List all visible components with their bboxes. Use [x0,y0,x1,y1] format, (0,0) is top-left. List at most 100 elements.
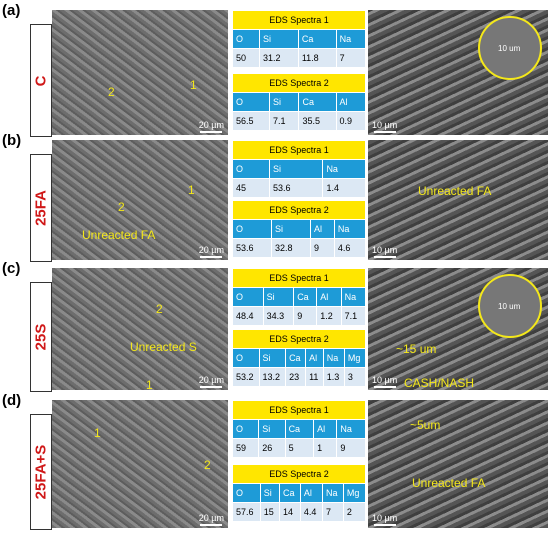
element: Mg [342,483,367,503]
sem-image: 10 um 10 µm [368,10,548,135]
element: O [232,348,260,368]
element: Ca [284,419,315,439]
title-row: EDS Spectra 2 [232,72,366,93]
header-row: O Si Na [231,159,366,179]
element: Al [313,419,338,439]
panel-label: (a) [2,2,21,19]
element: Al [335,91,367,112]
value: 1.2 [316,306,342,326]
element: Al [299,483,323,503]
value: 53.2 [232,367,260,387]
panel-label: (d) [2,392,22,409]
inset: 10 um [478,274,542,338]
panel-label: (b) [2,132,22,149]
value: 53.6 [269,178,324,198]
element: O [231,159,271,179]
scale-line [373,524,396,526]
eds-table: EDS Spectra 2 O Si Ca Al 56.5 7.1 35.5 0.9 [231,72,367,131]
value-row: 45 53.6 1.4 [231,178,366,198]
value: 2 [342,502,367,522]
header-row: O Si Ca Al [231,91,367,112]
value: 34.3 [262,306,295,326]
header-row: O Si Ca Al Na [232,287,367,307]
element: O [231,219,273,239]
element: O [232,483,261,503]
annotation: Unreacted FA [412,476,486,490]
value: 7.1 [340,306,367,326]
value: 13.2 [258,367,287,387]
eds-table: EDS Spectra 1 O Si Ca Na 50 31.2 11.8 7 [232,10,367,68]
eds-table: EDS Spectra 1 O Si Ca Al Na 48.4 34.3 9 1.2 7.1 [232,268,367,326]
annotation: Unreacted FA [418,184,492,198]
title-row: EDS Spectra 2 [232,464,366,484]
element: Si [262,287,295,307]
value: 53.6 [231,238,273,258]
annotation: 1 [190,78,197,92]
sample-label-box: 25FA [30,154,52,262]
sample-label: 25FA+S [32,444,50,500]
value: 0.9 [335,110,367,131]
value: 26 [258,438,286,458]
scale-bar: 10 µm [372,375,397,388]
value: 35.5 [298,110,337,131]
element: Ca [293,287,318,307]
annotation: 1 [146,378,153,390]
value: 32.8 [271,238,312,258]
element: Na [321,483,344,503]
element: Si [259,483,280,503]
element: Al [316,287,342,307]
element: Si [269,91,300,112]
annotation: 2 [156,302,163,316]
value: 9 [336,438,366,458]
scale-label: 10 µm [372,245,398,255]
header-row: O Si Al Na [231,219,367,239]
value: 11.8 [297,48,337,68]
header-row: O Si Ca Al Na Mg [232,348,367,368]
scale-bar: 10 µm [372,245,397,258]
element: Si [258,29,299,49]
element: Si [258,348,287,368]
scale-line [200,256,223,258]
element: O [231,419,260,439]
value: 1 [313,438,338,458]
element: Si [271,219,312,239]
value: 9 [310,238,335,258]
value: 14 [278,502,301,522]
scale-label: 10 µm [372,375,398,385]
element: Al [310,219,335,239]
sample-label-box: 25FA+S [30,414,52,530]
sample-label-box: 25S [30,282,52,392]
sem-image: ~15 um CASH/NASH 10 um 10 µm [368,268,548,390]
value: 4.4 [299,502,323,522]
sem-image: 1 2 20 µm [52,400,228,528]
element: Si [258,419,286,439]
title-row: EDS Spectra 1 [232,268,366,288]
value: 7.1 [269,110,300,131]
annotation: CASH/NASH [404,376,475,390]
annotation: Unreacted FA [82,228,156,242]
value: 11 [305,367,324,387]
value: 7 [321,502,344,522]
value-row: 56.5 7.1 35.5 0.9 [231,110,367,131]
sem-image: 1 2 Unreacted FA 20 µm [52,140,228,260]
sem-image: 2 1 20 µm [52,10,228,135]
sample-label-box: C [30,24,52,137]
element: Na [333,219,367,239]
scale-bar: 20 µm [199,245,224,258]
table-title: EDS Spectra 1 [232,10,366,30]
annotation: 2 [204,458,211,472]
sem-image: 2 Unreacted S 1 20 µm [52,268,228,390]
value: 9 [293,306,318,326]
scale-bar: 20 µm [199,513,224,526]
scale-line [373,256,396,258]
value: 1.3 [322,367,345,387]
value: 1.4 [322,178,366,198]
annotation: ~15 um [396,342,437,356]
scale-line [200,524,223,526]
value: 3 [343,367,367,387]
table-title: EDS Spectra 1 [232,268,366,288]
value: 23 [285,367,307,387]
value: 15 [259,502,280,522]
sample-label: C [32,75,50,86]
element: Si [269,159,324,179]
